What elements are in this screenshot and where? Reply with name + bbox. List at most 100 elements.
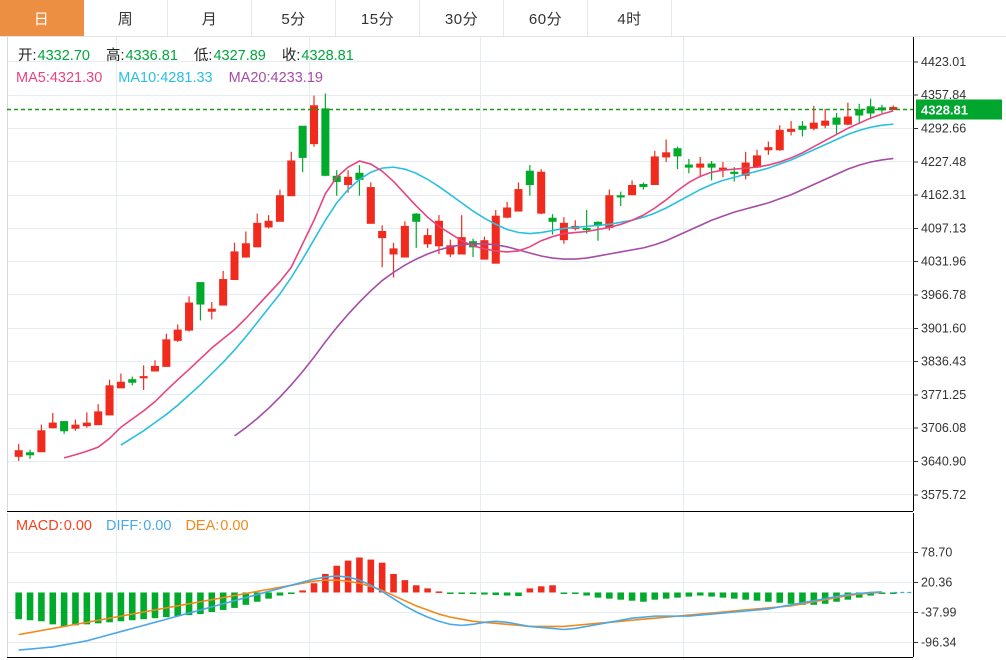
timeframe-tabbar: 日周月 5分 15分 30分 60分 4时 — [0, 0, 1006, 37]
price-tick-label: 4162.31 — [921, 188, 966, 202]
macd-histogram-bar — [651, 592, 659, 600]
ma5-line — [63, 110, 894, 459]
candle-body — [366, 187, 375, 224]
price-and-macd-chart[interactable]: 4423.01 4357.84 4292.66 4227.48 4162.31 4097.… — [0, 37, 1006, 660]
candle-body — [14, 450, 23, 457]
tab-week[interactable]: 周 — [84, 0, 168, 36]
price-tick-label: 4423.01 — [921, 55, 966, 69]
macd-histogram-bar — [560, 592, 568, 594]
macd-histogram-bar — [253, 592, 261, 602]
candle-body — [275, 195, 284, 222]
candle-body — [662, 152, 671, 158]
candle-body — [446, 245, 455, 255]
tab-60m[interactable]: 60分 — [504, 0, 588, 36]
macd-histogram-bar — [731, 592, 738, 599]
tab-4h[interactable]: 4时 — [588, 0, 672, 36]
ma5-legend-value: 4321.30 — [50, 70, 102, 86]
macd-histogram-bar — [708, 592, 715, 597]
macd-histogram-bar — [594, 592, 602, 598]
candle-body — [843, 116, 852, 125]
candle-body — [253, 222, 262, 248]
candle-body — [400, 225, 409, 258]
candle-body — [37, 430, 46, 453]
candle-body — [173, 329, 182, 341]
macd-tick-label: 20.36 — [921, 576, 952, 590]
macd-histogram-bar — [526, 588, 534, 593]
price-tick-label: 3901.60 — [921, 321, 966, 335]
macd-histogram-bar — [378, 562, 386, 593]
ohlc-value: 4336.81 — [125, 48, 177, 64]
macd-histogram-bar — [549, 585, 556, 593]
macd-histogram-bar — [208, 592, 216, 613]
macd-histogram-bar — [140, 592, 147, 620]
macd-histogram-bar — [412, 585, 420, 593]
chart-container[interactable]: 4423.01 4357.84 4292.66 4227.48 4162.31 4097.… — [0, 37, 1006, 660]
macd-histogram-bar — [696, 592, 704, 596]
diff-line — [18, 575, 882, 651]
macd-histogram-bar — [674, 592, 681, 598]
candle-body — [26, 452, 35, 456]
macd-histogram-bar — [322, 573, 329, 593]
candle-body — [764, 147, 773, 151]
macd-histogram-bar — [83, 592, 91, 625]
macd-histogram-bar — [469, 592, 477, 595]
candle-body — [514, 189, 523, 212]
macd-histogram-bar — [537, 586, 545, 593]
candle-body — [628, 185, 637, 196]
price-tick-label: 4097.13 — [921, 221, 966, 235]
price-tick-label: 3706.08 — [921, 421, 966, 435]
ma5-legend-label: MA5: — [16, 70, 50, 86]
macd-histogram-bar — [447, 592, 454, 594]
price-tick-label: 3771.25 — [921, 388, 966, 402]
macd-histogram-bar — [753, 592, 761, 601]
macd-histogram-bar — [15, 592, 22, 620]
candle-body — [809, 122, 818, 129]
macd-histogram-bar — [810, 592, 818, 605]
macd-histogram-bar — [640, 592, 647, 602]
tab-5m[interactable]: 5分 — [252, 0, 336, 36]
macd-histogram-bar — [662, 592, 670, 599]
macd-histogram-bar — [515, 592, 522, 597]
candle-body — [309, 105, 319, 145]
macd-histogram-bar — [799, 592, 806, 605]
ohlc-label: 收: — [282, 47, 301, 64]
macd-histogram-bar — [571, 592, 579, 595]
candle-body — [491, 215, 500, 264]
tab-30m[interactable]: 30分 — [420, 0, 504, 36]
macd-histogram-bar — [458, 592, 465, 594]
macd-histogram-bar — [117, 592, 125, 622]
tab-month[interactable]: 月 — [168, 0, 252, 36]
macd-panel — [15, 557, 913, 651]
tab-day[interactable]: 日 — [0, 0, 84, 36]
candle-body — [434, 220, 443, 247]
macd-histogram-bar — [106, 592, 113, 623]
candle-body — [775, 129, 784, 151]
candle-body — [344, 176, 353, 185]
candle-body — [241, 243, 250, 258]
macd-histogram-bar — [765, 592, 772, 602]
candlestick-series — [14, 93, 898, 461]
candle-body — [150, 365, 160, 372]
macd-histogram-bar — [390, 573, 397, 593]
macd-histogram-bar — [151, 592, 159, 619]
candle-body — [139, 376, 148, 379]
candle-body — [503, 207, 512, 218]
price-axis: 4423.01 4357.84 4292.66 4227.48 4162.31 4097.… — [912, 37, 966, 657]
macd-histogram-bar — [742, 592, 749, 600]
tab-15m[interactable]: 15分 — [336, 0, 420, 36]
candle-body — [605, 195, 614, 228]
macd-legend-value: 0.00 — [220, 518, 248, 534]
macd-histogram-bar — [265, 592, 272, 599]
macd-histogram-bar — [855, 592, 863, 598]
ma20-line — [234, 157, 894, 437]
candle-body — [548, 217, 557, 222]
macd-histogram-bar — [333, 565, 341, 593]
macd-histogram-bar — [367, 559, 375, 593]
macd-histogram-bar — [685, 592, 693, 597]
candle-body — [105, 385, 114, 416]
candle-body — [821, 120, 830, 126]
macd-histogram-bar — [242, 592, 250, 605]
macd-histogram-bar — [38, 592, 45, 622]
macd-histogram-bar — [60, 592, 68, 627]
candle-body — [321, 108, 330, 176]
